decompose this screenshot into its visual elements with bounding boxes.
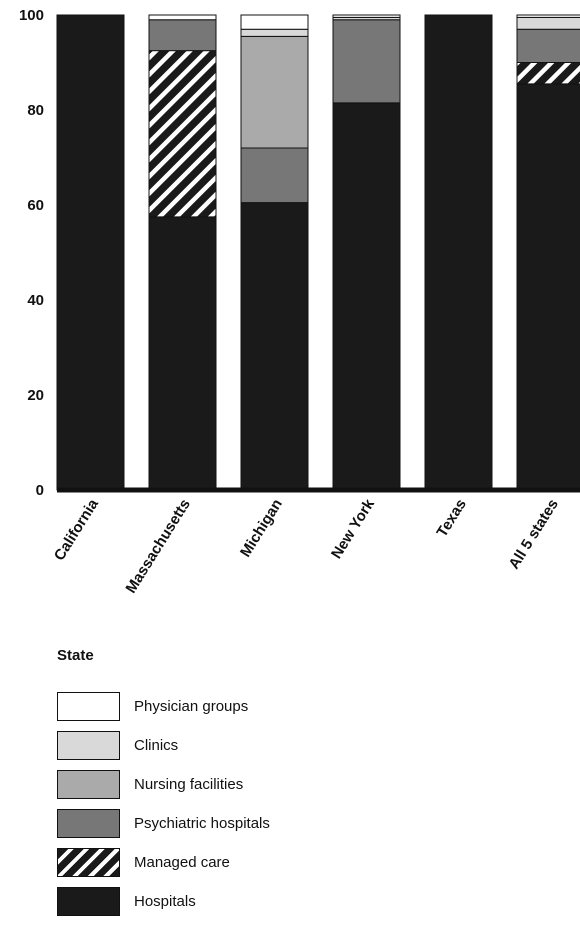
y-tick-labels: 0 20 40 60 80 100 <box>19 7 44 499</box>
x-tick-label-all-5-states: All 5 states <box>505 496 561 572</box>
bar-segment-massachusetts-psychiatric-hospitals <box>148 19 217 52</box>
legend-item-physician-groups: Physician groups <box>57 692 270 721</box>
bar-segment-michigan-clinics <box>240 28 309 37</box>
bar-segment-california-hospitals <box>56 14 125 491</box>
x-tick-label-new-york: New York <box>328 496 378 562</box>
bar-segment-all-5-states-physician-groups <box>516 14 580 18</box>
y-tick-label: 40 <box>27 292 44 309</box>
bar-segment-new-york-physician-groups <box>332 14 401 18</box>
bar-segment-all-5-states-managed-care <box>516 62 580 85</box>
legend-label-hospitals: Hospitals <box>134 893 196 910</box>
y-tick-label: 0 <box>36 482 44 499</box>
bar-segment-massachusetts-physician-groups <box>148 14 217 21</box>
bar-segment-new-york-hospitals <box>332 102 401 491</box>
legend-label-nursing-facilities: Nursing facilities <box>134 776 244 793</box>
legend-label-psychiatric-hospitals: Psychiatric hospitals <box>134 815 270 832</box>
legend-label-managed-care: Managed care <box>134 854 230 871</box>
bar-segment-massachusetts-hospitals <box>148 216 217 491</box>
y-tick-label: 80 <box>27 102 44 119</box>
legend-item-psychiatric-hospitals: Psychiatric hospitals <box>57 809 270 838</box>
bar-segment-michigan-physician-groups <box>240 14 309 30</box>
legend-label-physician-groups: Physician groups <box>134 698 249 715</box>
legend-swatch-nursing-facilities <box>57 770 120 799</box>
legend-item-hospitals: Hospitals <box>57 887 270 916</box>
y-tick-label: 60 <box>27 197 44 214</box>
x-tick-label-michigan: Michigan <box>237 496 286 560</box>
bar-segment-michigan-psychiatric-hospitals <box>240 147 309 204</box>
legend-item-managed-care: Managed care <box>57 848 270 877</box>
x-tick-label-texas: Texas <box>434 496 470 540</box>
bar-segment-texas-hospitals <box>424 14 493 491</box>
bar-segment-all-5-states-clinics <box>516 16 580 30</box>
x-tick-labels: California Massachusetts Michigan New York T… <box>51 496 562 597</box>
legend-swatch-managed-care <box>57 848 120 877</box>
legend-item-clinics: Clinics <box>57 731 270 760</box>
legend: Physician groups Clinics Nursing facilitie… <box>57 692 270 926</box>
legend-swatch-clinics <box>57 731 120 760</box>
x-tick-label-california: California <box>51 496 102 564</box>
bar-segment-all-5-states-psychiatric-hospitals <box>516 28 580 63</box>
bars-layer <box>56 14 580 491</box>
y-tick-label: 20 <box>27 387 44 404</box>
bar-segment-massachusetts-managed-care <box>148 50 217 218</box>
legend-item-nursing-facilities: Nursing facilities <box>57 770 270 799</box>
bar-segment-michigan-hospitals <box>240 202 309 491</box>
stacked-bar-chart: 0 20 40 60 80 100 California Massachusetts Mich… <box>19 7 580 597</box>
bar-segment-new-york-psychiatric-hospitals <box>332 19 401 104</box>
y-tick-label: 100 <box>19 7 44 24</box>
legend-swatch-hospitals <box>57 887 120 916</box>
x-axis-title: State <box>57 647 94 664</box>
legend-label-clinics: Clinics <box>134 737 179 754</box>
legend-swatch-psychiatric-hospitals <box>57 809 120 838</box>
bar-segment-all-5-states-hospitals <box>516 83 580 491</box>
x-tick-label-massachusetts: Massachusetts <box>122 496 193 596</box>
legend-swatch-physician-groups <box>57 692 120 721</box>
bar-segment-michigan-nursing-facilities <box>240 35 309 149</box>
